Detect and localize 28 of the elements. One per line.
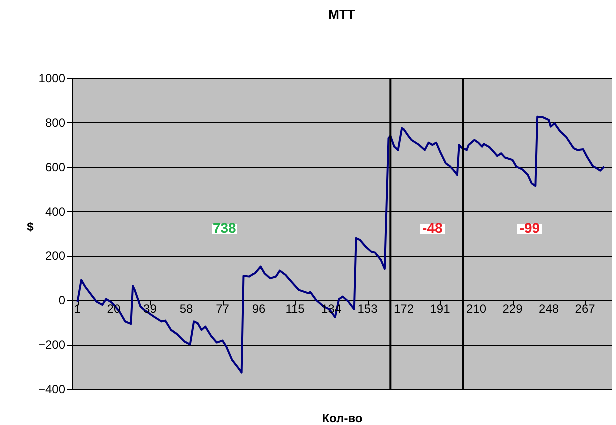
y-tick-label: −400 bbox=[38, 382, 66, 396]
x-tick-label: 229 bbox=[502, 302, 524, 316]
x-tick-label: 153 bbox=[358, 302, 378, 316]
x-tick-label: 39 bbox=[144, 302, 158, 316]
chart-title: MTT bbox=[328, 7, 356, 22]
annotation: -48 bbox=[422, 220, 443, 236]
y-tick-label: 200 bbox=[45, 249, 66, 264]
x-axis-title: Кол-во bbox=[322, 412, 363, 425]
y-tick-label: 800 bbox=[45, 116, 66, 130]
x-tick-label: 96 bbox=[252, 302, 266, 316]
x-tick-label: 267 bbox=[575, 302, 596, 316]
y-tick-label: −200 bbox=[38, 338, 66, 352]
y-tick-label: 600 bbox=[45, 160, 66, 174]
line-series bbox=[76, 116, 606, 374]
x-tick-label: 1 bbox=[74, 302, 82, 316]
x-tick-label: 77 bbox=[216, 302, 230, 316]
y-tick-label: 1000 bbox=[38, 72, 66, 86]
y-tick-label: 0 bbox=[58, 294, 66, 308]
x-tick-label: 172 bbox=[394, 302, 414, 316]
x-tick-label: 115 bbox=[286, 302, 306, 316]
x-tick-label: 248 bbox=[539, 302, 560, 316]
y-axis-title: $ bbox=[27, 220, 34, 234]
annotation: -99 bbox=[520, 220, 540, 236]
x-tick-label: 191 bbox=[430, 302, 451, 316]
annotation: 738 bbox=[212, 220, 237, 236]
x-tick-label: 210 bbox=[466, 302, 487, 316]
x-tick-label: 58 bbox=[180, 302, 194, 316]
y-tick-label: 400 bbox=[45, 204, 66, 219]
